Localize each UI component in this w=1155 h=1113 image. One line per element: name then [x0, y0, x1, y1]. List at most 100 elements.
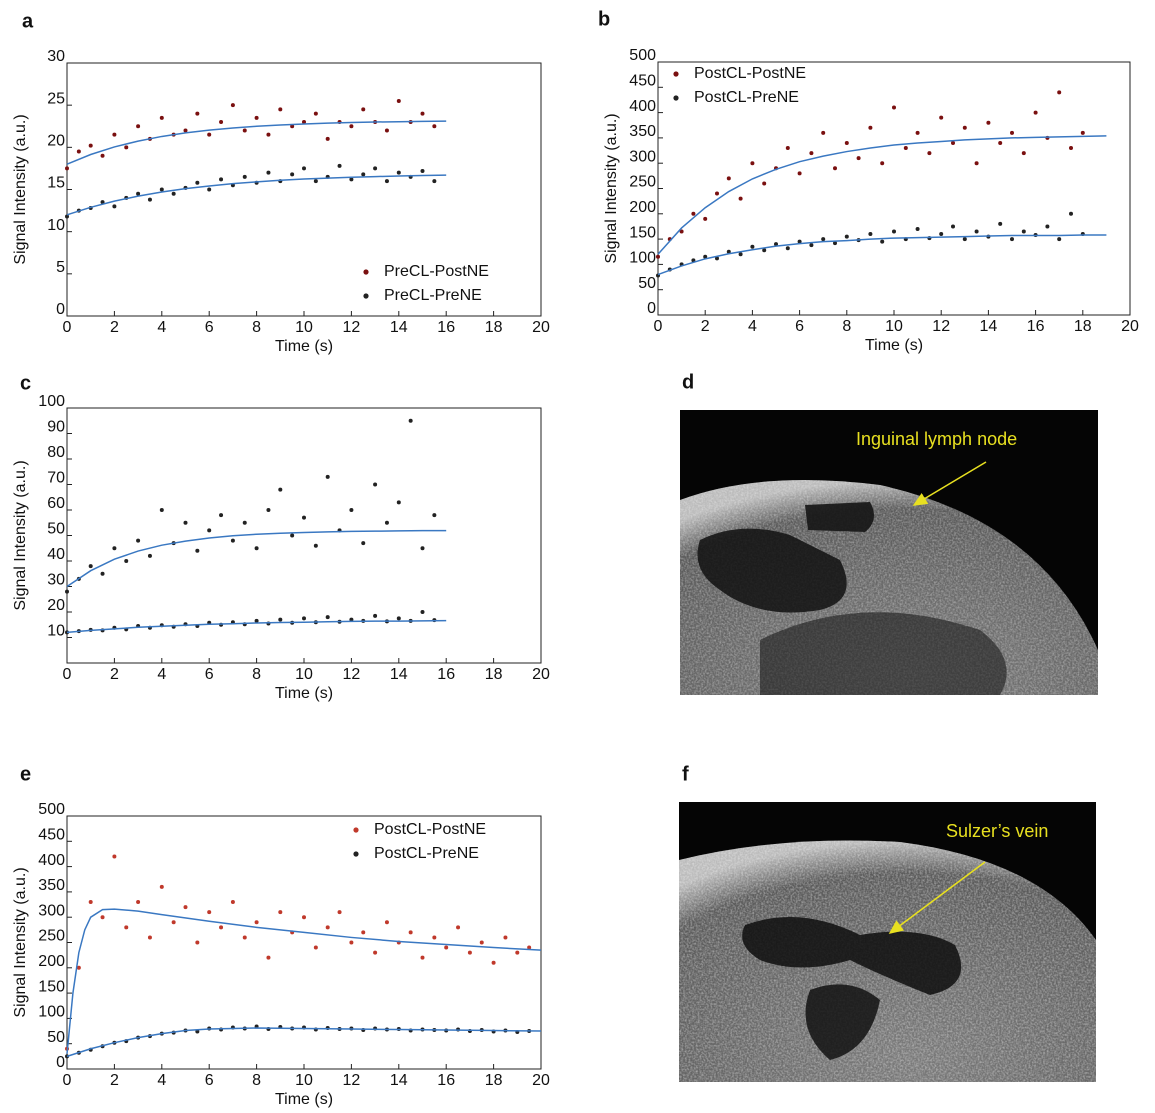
- data-point: [396, 500, 401, 505]
- data-point: [147, 935, 152, 940]
- data-point: [266, 132, 271, 137]
- data-point: [361, 930, 366, 935]
- data-point: [195, 180, 200, 185]
- data-point: [112, 546, 117, 551]
- x-tick-label: 18: [485, 666, 503, 683]
- ultrasound-image-f: [679, 802, 1096, 1082]
- panel-letter: d: [682, 371, 694, 393]
- x-tick-label: 8: [252, 319, 261, 336]
- data-point: [88, 900, 93, 905]
- data-point: [219, 513, 224, 518]
- y-tick-label: 300: [629, 148, 656, 165]
- y-tick-label: 40: [47, 546, 65, 563]
- legend-label: PostCL-PreNE: [694, 89, 799, 106]
- data-point: [159, 508, 164, 512]
- y-tick-label: 200: [38, 953, 65, 970]
- y-tick-label: 100: [38, 393, 65, 410]
- data-point: [325, 615, 330, 620]
- data-point: [1069, 211, 1073, 216]
- data-point: [100, 571, 105, 576]
- data-point: [432, 179, 437, 184]
- y-tick-label: 250: [38, 928, 65, 945]
- x-tick-label: 16: [437, 319, 455, 336]
- x-tick-label: 12: [343, 319, 361, 336]
- y-axis-label: Signal Intensity (a.u.): [12, 867, 29, 1017]
- legend-marker: [353, 827, 359, 833]
- data-point: [171, 920, 176, 925]
- data-point: [373, 950, 378, 955]
- legend-label: PostCL-PreNE: [374, 845, 479, 862]
- data-point: [762, 181, 767, 186]
- data-point: [880, 239, 885, 244]
- y-tick-label: 15: [47, 175, 65, 192]
- data-point: [325, 925, 330, 930]
- fit-line: [66, 619, 447, 634]
- data-point: [856, 156, 861, 161]
- x-axis-label: Time (s): [865, 337, 923, 354]
- x-tick-label: 14: [390, 319, 408, 336]
- data-point: [325, 474, 330, 479]
- data-point: [821, 237, 826, 242]
- data-point: [136, 191, 141, 196]
- data-point: [302, 515, 306, 520]
- y-tick-label: 80: [47, 444, 65, 461]
- image-annotation: Inguinal lymph node: [856, 429, 1017, 449]
- data-point: [456, 925, 461, 930]
- y-tick-label: 10: [47, 623, 65, 640]
- data-point: [515, 950, 520, 955]
- y-tick-label: 25: [47, 90, 65, 107]
- data-point: [844, 234, 849, 239]
- y-tick-label: 350: [629, 123, 656, 140]
- data-point: [171, 191, 176, 196]
- data-point: [915, 226, 920, 231]
- x-tick-label: 4: [157, 319, 166, 336]
- data-point: [195, 548, 200, 553]
- data-point: [349, 124, 354, 129]
- x-tick-label: 14: [390, 1072, 408, 1089]
- y-tick-label: 90: [47, 419, 65, 436]
- data-point: [974, 229, 979, 234]
- data-point: [962, 125, 967, 130]
- data-point: [278, 910, 283, 915]
- data-point: [479, 940, 484, 945]
- data-point: [503, 935, 508, 940]
- data-point: [242, 128, 247, 133]
- data-point: [242, 935, 247, 940]
- y-tick-label: 20: [47, 133, 65, 150]
- data-point: [939, 232, 944, 237]
- data-point: [242, 174, 247, 179]
- data-point: [266, 955, 271, 960]
- y-tick-label: 60: [47, 495, 65, 512]
- data-point: [691, 211, 696, 216]
- data-point: [76, 149, 81, 154]
- panel-letter: e: [20, 763, 31, 785]
- x-tick-label: 4: [157, 666, 166, 683]
- data-point: [396, 170, 401, 175]
- y-tick-label: 400: [629, 98, 656, 115]
- y-tick-label: 450: [38, 827, 65, 844]
- data-point: [396, 98, 401, 103]
- panel-letter: a: [22, 10, 34, 32]
- data-point: [147, 197, 152, 202]
- x-tick-label: 16: [437, 1072, 455, 1089]
- x-tick-label: 12: [343, 1072, 361, 1089]
- data-point: [1057, 90, 1062, 95]
- fit-line: [657, 135, 1107, 255]
- y-axis-label: Signal Intensity (a.u.): [12, 460, 29, 610]
- data-point: [715, 191, 719, 196]
- y-tick-label: 5: [56, 259, 65, 276]
- data-point: [349, 177, 354, 182]
- data-point: [420, 111, 425, 116]
- data-point: [313, 179, 318, 184]
- x-tick-label: 4: [748, 318, 757, 335]
- panel-letter: b: [598, 8, 610, 30]
- data-point: [738, 252, 743, 257]
- data-point: [254, 618, 259, 623]
- data-point: [302, 915, 306, 920]
- y-tick-label: 100: [629, 250, 656, 267]
- data-point: [892, 105, 896, 110]
- x-tick-label: 14: [980, 318, 998, 335]
- data-point: [467, 950, 472, 955]
- data-point: [903, 146, 908, 151]
- data-point: [361, 172, 366, 177]
